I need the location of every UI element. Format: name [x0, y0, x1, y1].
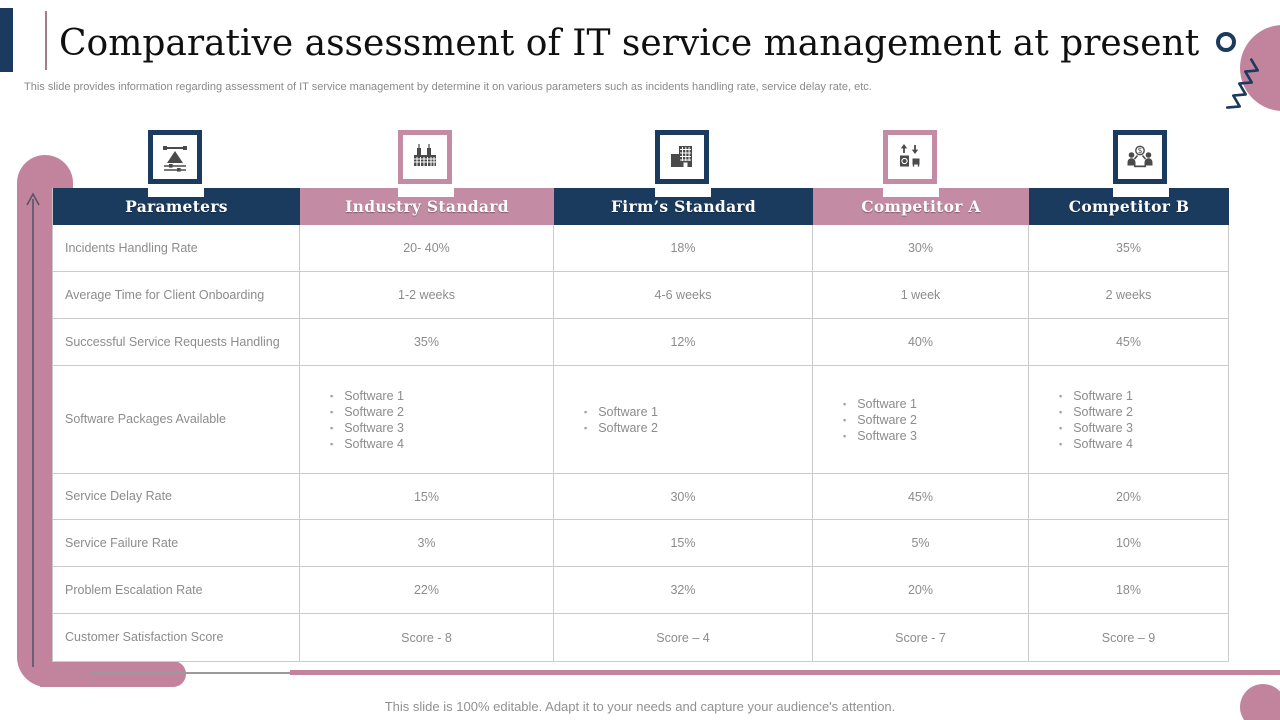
parameters-icon-frame	[148, 130, 202, 184]
value-cell: 18%	[554, 225, 813, 272]
row-label: Service Failure Rate	[53, 520, 300, 567]
value-cell: Score – 4	[554, 614, 813, 662]
software-list-item: Software 1	[843, 396, 917, 412]
header-cell-competitor-b: Competitor B	[1029, 188, 1229, 225]
value-cell: 20%	[1029, 474, 1229, 520]
decor-ring-icon	[1216, 32, 1236, 52]
software-list: Software 1 Software 2 Software 3 Softwar…	[1059, 388, 1133, 452]
software-list-item: Software 1	[330, 388, 404, 404]
software-list-item: Software 3	[1059, 420, 1133, 436]
software-list-item: Software 4	[1059, 436, 1133, 452]
firms-standard-icon-frame	[655, 130, 709, 184]
value-cell: 1 week	[813, 272, 1029, 319]
bottom-pink-line	[290, 670, 1280, 675]
row-label: Software Packages Available	[53, 366, 300, 474]
row-label: Problem Escalation Rate	[53, 567, 300, 614]
header-notch	[883, 184, 939, 197]
vector-tool-icon	[163, 146, 187, 172]
up-arrow-line-icon	[26, 192, 40, 667]
header-notch	[655, 184, 711, 197]
row-label: Customer Satisfaction Score	[53, 614, 300, 662]
value-cell: 12%	[554, 319, 813, 366]
factory-icon	[414, 144, 436, 166]
slide-subtitle: This slide provides information regardin…	[24, 81, 872, 93]
office-building-icon	[671, 146, 692, 167]
software-list-item: Software 2	[330, 404, 404, 420]
software-list-item: Software 1	[1059, 388, 1133, 404]
value-cell: 5%	[813, 520, 1029, 567]
value-cell: 1-2 weeks	[300, 272, 554, 319]
value-cell: 30%	[554, 474, 813, 520]
row-label: Average Time for Client Onboarding	[53, 272, 300, 319]
value-cell: Software 1 Software 2 Software 3 Softwar…	[300, 366, 554, 474]
industry-standard-icon-frame	[398, 130, 452, 184]
value-cell: 15%	[554, 520, 813, 567]
software-list-item: Software 1	[584, 404, 658, 420]
value-cell: 45%	[1029, 319, 1229, 366]
software-list-item: Software 3	[330, 420, 404, 436]
corner-accent-bar	[0, 8, 13, 72]
bottom-accent-arm	[40, 661, 186, 687]
value-cell: Score - 7	[813, 614, 1029, 662]
software-list: Software 1 Software 2	[584, 404, 658, 436]
software-list-item: Software 3	[843, 428, 917, 444]
value-cell: 40%	[813, 319, 1029, 366]
decor-circle-bottom-right	[1240, 684, 1280, 720]
page-title: Comparative assessment of IT service man…	[59, 23, 1200, 64]
footer-note: This slide is 100% editable. Adapt it to…	[384, 699, 896, 714]
software-list-item: Software 2	[1059, 404, 1133, 420]
business-deal-icon: $	[1127, 145, 1153, 168]
value-cell: 4-6 weeks	[554, 272, 813, 319]
row-label: Incidents Handling Rate	[53, 225, 300, 272]
value-cell: Software 1 Software 2 Software 3	[813, 366, 1029, 474]
value-cell: 32%	[554, 567, 813, 614]
header-notch	[1113, 184, 1169, 197]
value-cell: 20%	[813, 567, 1029, 614]
value-cell: 2 weeks	[1029, 272, 1229, 319]
software-list: Software 1 Software 2 Software 3	[843, 396, 917, 444]
header-notch	[398, 184, 454, 197]
bottom-gray-line	[90, 672, 302, 674]
value-cell: 30%	[813, 225, 1029, 272]
value-cell: Score - 8	[300, 614, 554, 662]
software-list: Software 1 Software 2 Software 3 Softwar…	[330, 388, 404, 452]
value-cell: Score – 9	[1029, 614, 1229, 662]
value-cell: 3%	[300, 520, 554, 567]
value-cell: Software 1 Software 2	[554, 366, 813, 474]
comparison-table: Parameters Industry Standard Firm’s Stan…	[52, 188, 1229, 662]
svg-text:$: $	[1138, 146, 1143, 155]
title-divider-line	[45, 11, 47, 70]
row-label: Successful Service Requests Handling	[53, 319, 300, 366]
software-list-item: Software 2	[843, 412, 917, 428]
value-cell: 20- 40%	[300, 225, 554, 272]
header-notch	[148, 184, 204, 197]
value-cell: 22%	[300, 567, 554, 614]
value-cell: 18%	[1029, 567, 1229, 614]
competitor-a-icon-frame	[883, 130, 937, 184]
value-cell: 45%	[813, 474, 1029, 520]
software-list-item: Software 4	[330, 436, 404, 452]
software-list-item: Software 2	[584, 420, 658, 436]
value-cell: 35%	[300, 319, 554, 366]
value-cell: Software 1 Software 2 Software 3 Softwar…	[1029, 366, 1229, 474]
competitor-b-icon-frame: $	[1113, 130, 1167, 184]
value-cell: 35%	[1029, 225, 1229, 272]
value-cell: 10%	[1029, 520, 1229, 567]
row-label: Service Delay Rate	[53, 474, 300, 520]
value-cell: 15%	[300, 474, 554, 520]
squiggle-line-icon	[1226, 58, 1260, 109]
goods-transfer-icon	[900, 144, 920, 167]
